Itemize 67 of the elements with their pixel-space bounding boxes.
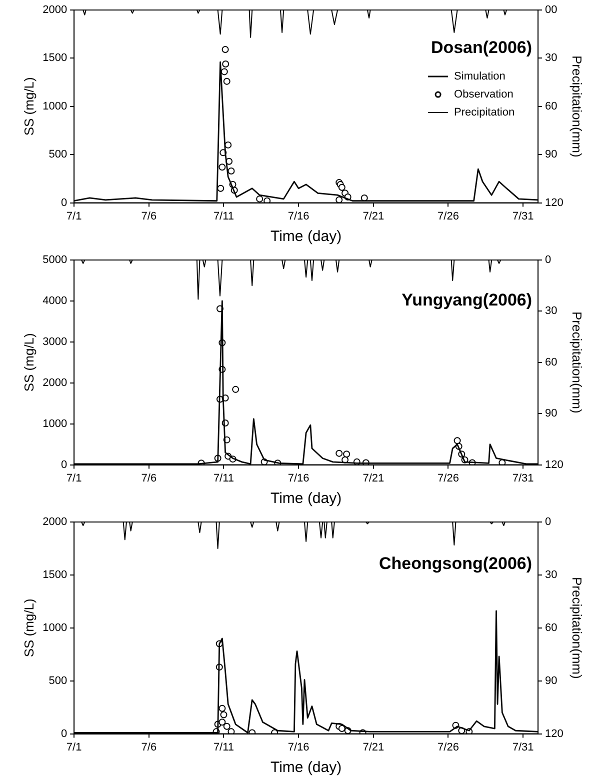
y-axis-title: SS (mg/L) (21, 598, 36, 658)
x-tick-label: 7/6 (141, 741, 157, 754)
y-tick-label: 1000 (42, 418, 68, 430)
y2-tick-label: 30 (545, 52, 558, 64)
text: Yungyang(2006) (402, 290, 532, 310)
y-tick-label: 1000 (42, 100, 68, 112)
legend-label: Precipitation (454, 106, 515, 119)
y2-tick-label: 120 (545, 728, 564, 740)
x-tick-label: 7/6 (141, 210, 157, 222)
x-tick-label: 7/26 (438, 741, 459, 754)
y2-tick-label: 120 (545, 458, 564, 471)
y-tick-label: 500 (48, 148, 68, 161)
y-tick-label: 0 (60, 728, 68, 740)
x-tick-label: 7/1 (66, 741, 82, 754)
x-tick-label: 7/21 (362, 210, 384, 222)
x-tick-label: 7/26 (438, 472, 459, 484)
y2-axis-title: Precipitation(mm) (570, 311, 585, 414)
y2-tick-label: 90 (545, 674, 558, 687)
y2-tick-label: 30 (545, 305, 558, 318)
x-tick-label: 7/21 (362, 472, 384, 484)
y-tick-label: 3000 (42, 336, 68, 348)
y2-axis-title: Precipitation(mm) (570, 576, 585, 679)
y2-tick-label: 60 (545, 622, 558, 634)
x-tick-label: 7/16 (288, 472, 310, 484)
y2-tick-label: 120 (545, 196, 564, 209)
y2-tick-label: 60 (545, 356, 558, 368)
x-tick-label: 7/1 (66, 210, 82, 222)
y-tick-label: 1500 (42, 568, 68, 581)
y2-tick-label: 0 (545, 516, 552, 528)
x-tick-label: 7/31 (512, 472, 534, 484)
y2-tick-label: 0 (545, 254, 552, 266)
text: Cheongsong(2006) (379, 554, 532, 574)
y-tick-label: 2000 (42, 376, 68, 389)
x-axis-title: Time (day) (270, 490, 342, 508)
y2-tick-label: 60 (545, 100, 558, 112)
y2-tick-label: 30 (545, 568, 558, 581)
x-axis-title: Time (day) (270, 759, 342, 776)
x-tick-label: 7/21 (362, 741, 384, 754)
y2-tick-label: 90 (545, 148, 558, 161)
x-tick-label: 7/11 (213, 472, 234, 484)
y-tick-label: 0 (60, 458, 68, 471)
y2-tick-label: 90 (545, 408, 558, 420)
x-tick-label: 7/26 (438, 210, 459, 222)
legend-label: Simulation (454, 70, 506, 83)
x-tick-label: 7/11 (213, 210, 234, 222)
y2-axis-title: Precipitation(mm) (570, 55, 585, 158)
x-axis-title: Time (day) (270, 228, 342, 246)
x-tick-label: 7/6 (141, 472, 157, 484)
y-axis-title: SS (mg/L) (21, 333, 36, 392)
x-tick-label: 7/16 (288, 741, 310, 754)
y-tick-label: 500 (48, 674, 68, 687)
y-tick-label: 1000 (42, 622, 68, 634)
x-tick-label: 7/31 (512, 741, 534, 754)
x-tick-label: 7/1 (66, 472, 82, 484)
x-tick-label: 7/11 (213, 741, 234, 754)
text: Dosan(2006) (430, 38, 532, 58)
y2-tick-label: 00 (545, 4, 558, 16)
x-tick-label: 7/16 (288, 210, 310, 222)
y-tick-label: 4000 (42, 294, 68, 307)
legend-label: Observation (454, 88, 514, 101)
y-tick-label: 5000 (42, 254, 68, 266)
y-tick-label: 2000 (42, 516, 68, 528)
y-axis-title: SS (mg/L) (21, 77, 36, 136)
y-tick-label: 0 (60, 196, 68, 209)
x-tick-label: 7/31 (512, 210, 534, 222)
y-tick-label: 2000 (42, 4, 68, 16)
y-tick-label: 1500 (42, 52, 68, 64)
